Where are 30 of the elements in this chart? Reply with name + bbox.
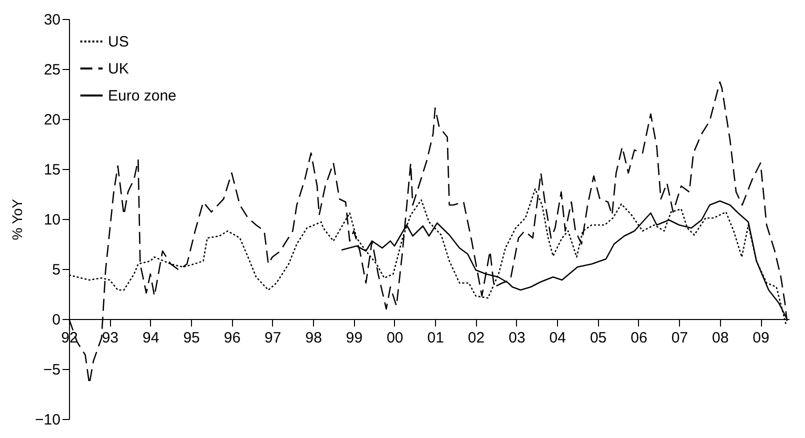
x-tick-label: 02 [468, 330, 485, 346]
x-tick-label: 97 [264, 330, 282, 346]
y-tick-label: 15 [44, 162, 60, 178]
x-tick-label: 96 [224, 330, 241, 346]
x-tick-label: 98 [305, 330, 322, 346]
x-tick-label: 05 [590, 330, 607, 346]
x-tick-label: 08 [712, 330, 729, 346]
y-tick-label: 25 [44, 62, 60, 78]
y-tick-label: 20 [44, 112, 60, 128]
y-tick-label: −5 [43, 362, 60, 378]
legend-label: US [108, 34, 129, 50]
x-tick-label: 94 [142, 330, 160, 346]
x-tick-label: 04 [549, 330, 566, 346]
y-axis-title: % YoY [9, 198, 26, 240]
y-tick-label: 5 [52, 262, 60, 278]
y-tick-label: −10 [35, 412, 60, 428]
y-tick-label: 30 [44, 12, 60, 28]
x-tick-label: 03 [508, 330, 526, 346]
y-tick-label: 10 [44, 212, 60, 228]
x-tick-label: 06 [630, 330, 648, 346]
x-tick-label: 09 [752, 330, 770, 346]
x-tick-label: 99 [346, 330, 363, 346]
x-tick-label: 93 [102, 330, 119, 346]
x-tick-label: 07 [671, 330, 688, 346]
legend-label: Euro zone [108, 88, 176, 104]
x-tick-label: 95 [183, 330, 200, 346]
x-tick-label: 00 [386, 330, 404, 346]
x-tick-label: 01 [427, 330, 444, 346]
legend-label: UK [108, 60, 129, 78]
y-tick-label: 0 [52, 312, 60, 328]
